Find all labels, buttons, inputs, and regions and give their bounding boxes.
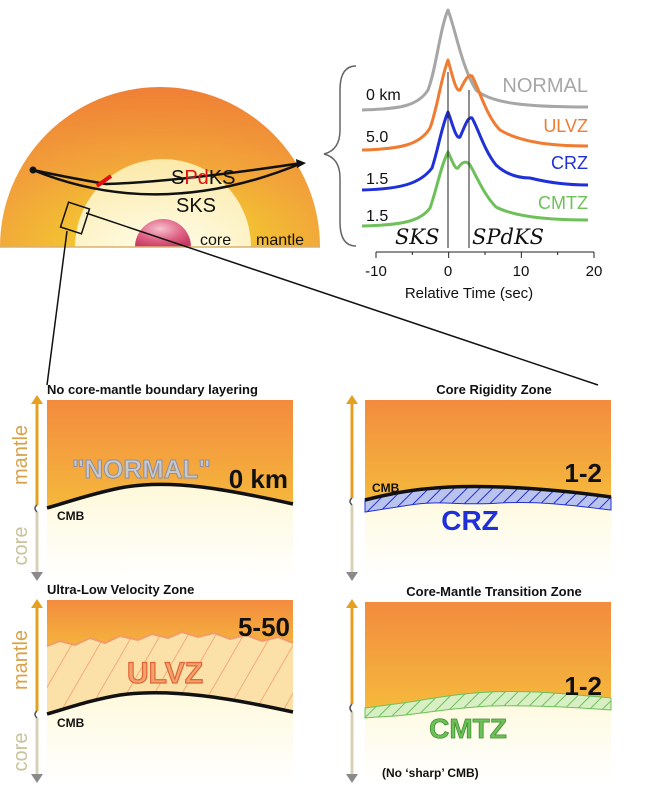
core-arrow-head xyxy=(346,774,358,783)
trace-name-crz: CRZ xyxy=(551,153,588,173)
zone-label-cmtz: CMTZ xyxy=(429,713,507,744)
panel-note: (No ‘sharp’ CMB) xyxy=(382,766,479,780)
sks-ray-path xyxy=(32,161,303,196)
side-label-mantle: mantle xyxy=(10,425,32,485)
earth-cross-section: SPdKS SKS core mantle xyxy=(0,87,599,386)
curly-brace xyxy=(323,65,357,247)
thickness-label: 1-2 xyxy=(564,671,602,701)
depth-label-cmtz: 1.5 xyxy=(366,208,388,225)
side-label-core: core xyxy=(10,527,32,566)
thickness-label: 0 km xyxy=(229,464,288,494)
depth-label-ulvz: 5.0 xyxy=(366,129,388,146)
depth-label-normal: 0 km xyxy=(366,87,401,104)
mantle-arrow-head xyxy=(346,599,358,608)
receiver-arrow xyxy=(296,159,306,168)
zone-label-crz: CRZ xyxy=(441,505,499,536)
panel-title: No core-mantle boundary layering xyxy=(47,382,258,397)
diffracted-segment xyxy=(95,174,113,188)
seismogram-traces xyxy=(361,8,589,228)
x-tick-label: -10 xyxy=(365,263,387,280)
trace-name-ulvz: ULVZ xyxy=(543,116,588,136)
cmb-label: CMB xyxy=(57,509,85,523)
seismogram-panel: 0 km 5.0 1.5 1.5 NORMAL ULVZ CRZ CMTZ SK… xyxy=(361,8,603,302)
thickness-label: 5-50 xyxy=(238,612,290,642)
cmb-line xyxy=(46,690,294,716)
x-axis-label: Relative Time (sec) xyxy=(405,285,533,302)
x-tick-label: 10 xyxy=(513,263,530,280)
side-label-mantle: mantle xyxy=(10,630,32,690)
x-tick-label: 0 xyxy=(444,263,452,280)
zoom-line-right xyxy=(85,212,599,386)
core-arrow-head xyxy=(31,572,43,581)
mantle-region xyxy=(365,400,611,500)
spdks-ray-label: SPdKS xyxy=(171,167,236,189)
trace-name-cmtz: CMTZ xyxy=(538,193,588,213)
panel-title: Ultra-Low Velocity Zone xyxy=(47,582,194,597)
spdks-ray-path xyxy=(32,161,303,186)
panel-title: Core-Mantle Transition Zone xyxy=(406,584,582,599)
trace-normal xyxy=(361,8,589,112)
ulvz-layer xyxy=(47,632,293,714)
cmtz-layer xyxy=(364,690,612,719)
x-tick-label: 20 xyxy=(586,263,603,280)
mantle-region xyxy=(365,602,611,708)
core-arrow-head xyxy=(346,572,358,581)
arrow-join xyxy=(349,497,353,506)
cmb-line xyxy=(364,484,612,502)
cmb-label: CMB xyxy=(372,481,400,495)
trace-cmtz xyxy=(361,150,589,228)
panel-cmtz: Core-Mantle Transition Zone CMTZ 1-2 (No… xyxy=(364,584,612,782)
arrow-join xyxy=(34,504,38,513)
cmb-line xyxy=(46,482,294,510)
panel-normal: No core-mantle boundary layering CMB "NO… xyxy=(46,382,294,580)
zone-label-normal: "NORMAL" xyxy=(72,454,211,484)
depth-label-crz: 1.5 xyxy=(366,171,388,188)
inner-core xyxy=(135,219,191,247)
arrow-join xyxy=(34,710,38,719)
trace-ulvz xyxy=(361,58,589,152)
side-annotations: mantle core mantle core xyxy=(10,395,358,783)
trace-crz xyxy=(361,110,589,192)
core-label: core xyxy=(200,232,231,249)
core-arrow-head xyxy=(31,774,43,783)
panel-crz: Core Rigidity Zone CMB CRZ 1-2 xyxy=(364,382,612,580)
source-marker xyxy=(29,166,37,174)
zoom-box xyxy=(59,201,91,235)
thickness-label: 1-2 xyxy=(564,458,602,488)
mantle-arrow-head xyxy=(31,599,43,608)
side-label-core: core xyxy=(10,733,32,772)
sks-ray-label: SKS xyxy=(176,195,216,217)
outer-core-region xyxy=(75,159,251,247)
arrow-join xyxy=(349,703,353,713)
panel-title: Core Rigidity Zone xyxy=(436,382,552,397)
phase-label-spdks: SPdKS xyxy=(472,225,544,249)
cmb-label: CMB xyxy=(57,716,85,730)
mantle-arrow-head xyxy=(31,395,43,404)
mantle-label: mantle xyxy=(256,232,304,249)
zone-label-ulvz: ULVZ xyxy=(127,657,203,690)
zoom-line-left xyxy=(46,230,68,386)
mantle-region xyxy=(47,400,293,508)
phase-label-sks: SKS xyxy=(395,225,439,249)
trace-name-normal: NORMAL xyxy=(502,75,588,97)
mantle-arrow-head xyxy=(346,395,358,404)
ulvz-top-boundary xyxy=(46,630,294,647)
x-axis-ticks xyxy=(375,252,595,258)
panel-ulvz: Ultra-Low Velocity Zone CMB ULVZ 5-50 xyxy=(46,582,294,782)
